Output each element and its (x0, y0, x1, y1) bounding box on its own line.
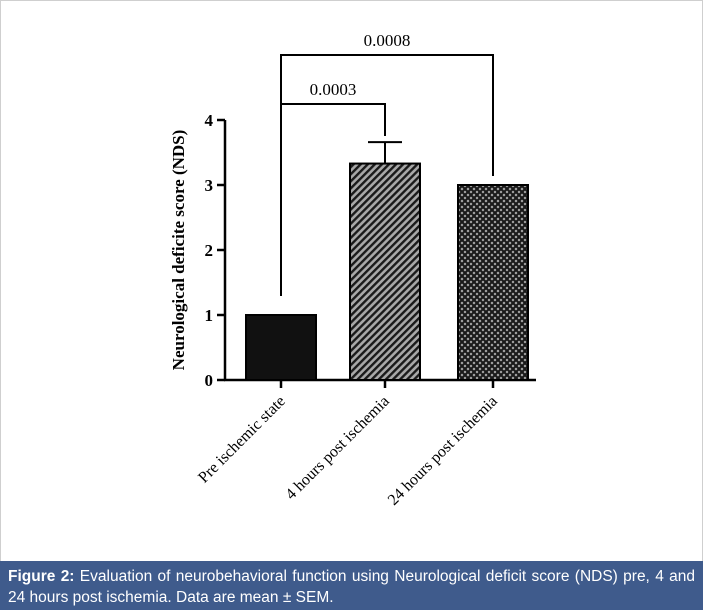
axis-labels: Neurological deficite score (NDS) Pre isc… (169, 130, 501, 509)
caption-text: Evaluation of neurobehavioral function u… (8, 568, 695, 606)
bars (245, 141, 529, 381)
chart-area: 0 1 2 3 4 0.0003 0.0008 Neurological deficite… (169, 31, 536, 509)
p-value-label: 0.0003 (310, 80, 357, 99)
y-tick-label: 1 (205, 306, 214, 325)
bar (349, 162, 421, 381)
y-tick-label: 4 (205, 111, 214, 130)
x-category-label: 24 hours post ischemia (385, 393, 501, 509)
y-tick-label: 0 (205, 371, 214, 390)
figure-caption: Figure 2: Evaluation of neurobehavioral … (0, 561, 703, 610)
bar (245, 314, 317, 381)
bar (457, 184, 529, 381)
p-value-label: 0.0008 (364, 31, 411, 50)
comparison-bracket (280, 54, 494, 294)
y-tick-label: 2 (205, 241, 214, 260)
x-category-label: 4 hours post ischemia (282, 393, 392, 503)
y-tick-label: 3 (205, 176, 214, 195)
comparison-brackets: 0.0003 0.0008 (280, 31, 494, 296)
y-axis-label: Neurological deficite score (NDS) (169, 130, 188, 371)
bar-chart: 0 1 2 3 4 0.0003 0.0008 Neurological deficite… (169, 31, 536, 509)
caption-label: Figure 2: (8, 568, 75, 585)
x-category-label: Pre ischemic state (195, 393, 289, 487)
